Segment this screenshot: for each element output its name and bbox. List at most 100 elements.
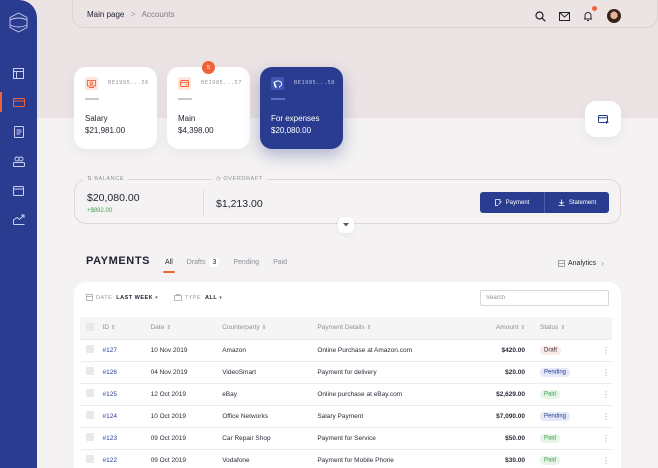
- table-row[interactable]: #127 10 Nov 2019 Amazon Online Purchase …: [80, 338, 612, 361]
- sort-icon: ⇕: [560, 325, 566, 332]
- counterparty: Vodafone: [222, 448, 318, 468]
- more-options-icon[interactable]: ⋮: [602, 367, 610, 377]
- row-checkbox[interactable]: [86, 433, 94, 441]
- card-divider: [85, 98, 99, 100]
- sidebar-item-analytics[interactable]: [0, 208, 37, 230]
- sidebar-item-documents[interactable]: [0, 121, 37, 143]
- analytics-link[interactable]: Analytics ›: [558, 258, 604, 268]
- tab-all[interactable]: All: [163, 259, 175, 273]
- payment-id-link[interactable]: #122: [102, 456, 117, 464]
- row-checkbox[interactable]: [86, 367, 94, 375]
- table-row[interactable]: #122 09 Oct 2019 Vodafone Payment for Mo…: [80, 448, 612, 468]
- payment-amount: $2,629.00: [470, 382, 525, 405]
- payment-details: Payment for Service: [317, 426, 471, 449]
- column-date[interactable]: Date ⇕: [150, 324, 171, 332]
- row-checkbox[interactable]: [86, 389, 94, 397]
- tab-paid[interactable]: Paid: [273, 259, 288, 266]
- add-card-icon: [597, 114, 608, 124]
- row-checkbox[interactable]: [86, 455, 94, 464]
- breadcrumb: Main page > Accounts: [87, 9, 175, 19]
- clock-icon: ◷: [216, 176, 222, 182]
- column-payment-details[interactable]: Payment Details ⇕: [317, 324, 372, 332]
- sidebar-item-contacts[interactable]: [0, 150, 37, 172]
- card-divider: [178, 98, 192, 100]
- row-checkbox[interactable]: [86, 345, 94, 353]
- top-header: Main page > Accounts: [72, 0, 658, 28]
- tab-drafts[interactable]: Drafts 3: [187, 258, 220, 267]
- payments-table: ID ⇕ Date ⇕ Counterparty ⇕ Payment Details ⇕…: [80, 317, 612, 468]
- counterparty: Amazon: [222, 338, 318, 361]
- breadcrumb-main-page[interactable]: Main page: [87, 9, 125, 19]
- hexagon-logo-icon[interactable]: [9, 12, 28, 33]
- balance-panel: ⇅ BALANCE $20,080.00 +$892.00 ◷ OVERDRAF…: [74, 176, 621, 224]
- sort-icon: ⇕: [166, 325, 171, 332]
- status-badge: Paid: [540, 456, 561, 466]
- balance-change: +$892.00: [87, 208, 113, 214]
- column-counterparty[interactable]: Counterparty ⇕: [222, 324, 267, 332]
- counterparty: Office Networks: [222, 404, 318, 427]
- drafts-count: 3: [209, 258, 220, 267]
- table-row[interactable]: #123 09 Oct 2019 Car Repair Shop Payment…: [80, 426, 612, 449]
- tab-pending[interactable]: Pending: [233, 259, 260, 266]
- sort-icon: ⇕: [520, 325, 525, 332]
- column-amount[interactable]: Amount ⇕: [495, 324, 525, 332]
- chart-box-icon: [558, 259, 565, 267]
- account-card-salary[interactable]: BE1985...56 Salary $21,981.00: [74, 67, 157, 149]
- payment-id-link[interactable]: #123: [102, 434, 117, 442]
- payment-date: 12 Oct 2019: [150, 382, 223, 405]
- account-amount: $20,080.00: [271, 126, 312, 135]
- money-icon: [85, 77, 98, 90]
- download-icon: [558, 199, 565, 206]
- more-options-icon[interactable]: ⋮: [602, 411, 610, 421]
- search-input[interactable]: [480, 290, 609, 306]
- payment-details: Online Purchase at Amazon.com: [317, 338, 471, 361]
- account-number: BE1985...56: [108, 80, 149, 86]
- account-card-main[interactable]: 5 BE1985...57 Main $4,398.00: [167, 61, 250, 149]
- counterparty: eBay: [222, 382, 318, 405]
- caret-down-icon: ▾: [155, 294, 158, 301]
- more-options-icon[interactable]: ⋮: [602, 389, 610, 399]
- table-row[interactable]: #125 12 Oct 2019 eBay Online purchase at…: [80, 382, 612, 405]
- account-name: Main: [178, 114, 196, 123]
- type-filter[interactable]: TYPE ALL ▾: [173, 294, 222, 301]
- row-checkbox[interactable]: [86, 411, 94, 419]
- payment-button[interactable]: Payment: [480, 192, 544, 213]
- payment-amount: $7,090.00: [470, 404, 525, 427]
- payment-id-link[interactable]: #126: [102, 368, 117, 376]
- select-all-checkbox[interactable]: [86, 322, 94, 331]
- sidebar-item-calendar[interactable]: [0, 179, 37, 201]
- payment-amount: $50.00: [470, 426, 525, 449]
- table-row[interactable]: #124 10 Oct 2019 Office Networks Salary …: [80, 404, 612, 427]
- document-icon: [13, 126, 24, 138]
- payment-id-link[interactable]: #125: [102, 390, 117, 398]
- date-filter[interactable]: DATE LAST WEEK ▾: [86, 294, 158, 301]
- column-id[interactable]: ID ⇕: [102, 324, 116, 332]
- expand-button[interactable]: [338, 217, 354, 233]
- more-options-icon[interactable]: ⋮: [602, 345, 610, 355]
- sidebar-item-dashboard[interactable]: [0, 62, 37, 84]
- payment-id-link[interactable]: #127: [102, 346, 117, 354]
- bell-icon[interactable]: [581, 6, 597, 23]
- calendar-icon: [86, 294, 93, 301]
- notification-badge: 5: [202, 61, 215, 74]
- statement-button[interactable]: Statement: [544, 192, 609, 213]
- payment-id-link[interactable]: #124: [102, 412, 117, 420]
- column-status[interactable]: Status ⇕: [540, 324, 566, 332]
- balance-amount: $20,080.00: [87, 192, 140, 204]
- avatar[interactable]: [607, 9, 621, 23]
- sidebar-item-accounts[interactable]: [0, 91, 37, 113]
- mail-icon[interactable]: [557, 9, 571, 23]
- more-options-icon[interactable]: ⋮: [602, 455, 610, 465]
- add-account-button[interactable]: [585, 101, 621, 137]
- search-icon[interactable]: [533, 9, 547, 23]
- calendar-icon: [13, 185, 24, 196]
- account-card-expenses[interactable]: BE1985...58 For expenses $20,080.00: [260, 67, 343, 149]
- payment-date: 09 Oct 2019: [150, 448, 223, 468]
- chevron-right-icon: >: [130, 9, 136, 19]
- counterparty: Car Repair Shop: [222, 426, 318, 449]
- table-row[interactable]: #126 04 Nov 2019 VideoSmart Payment for …: [80, 360, 612, 383]
- payment-details: Online purchase at eBay.com: [317, 382, 471, 405]
- briefcase-icon: [173, 294, 182, 301]
- header-actions: [533, 6, 621, 23]
- more-options-icon[interactable]: ⋮: [602, 433, 610, 443]
